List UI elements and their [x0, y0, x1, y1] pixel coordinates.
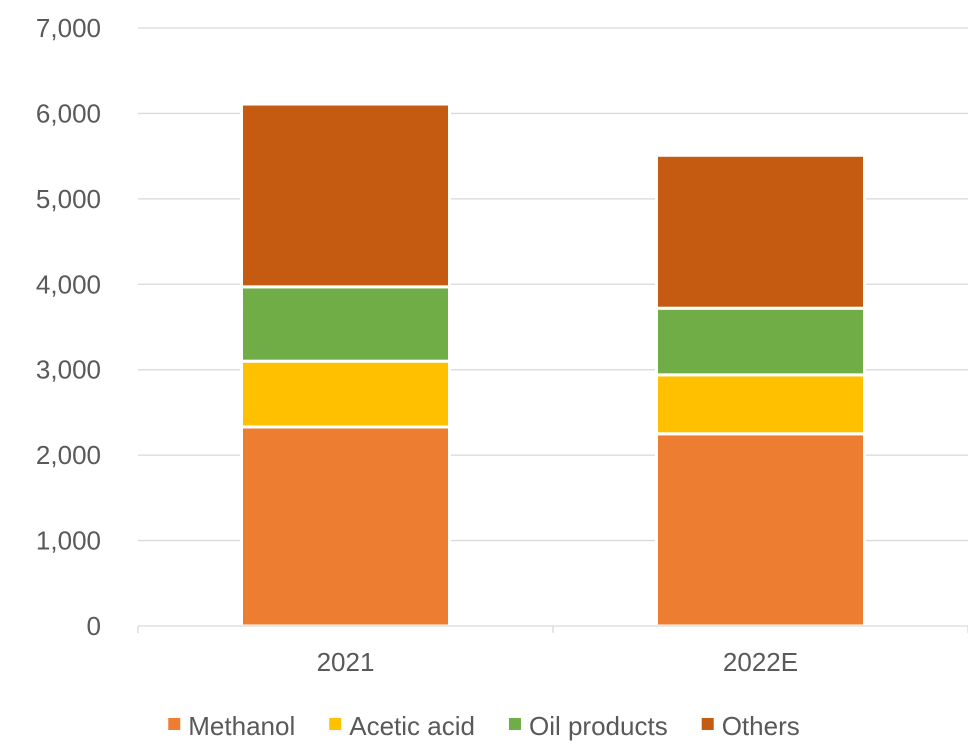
legend-label-acetic-acid: Acetic acid [349, 711, 475, 741]
bars [240, 102, 866, 628]
y-tick-label: 0 [87, 611, 101, 641]
bar-segment-others [655, 153, 866, 310]
y-tick-label: 6,000 [36, 98, 101, 128]
y-tick-label: 2,000 [36, 440, 101, 470]
y-axis: 0 1,000 2,000 3,000 4,000 5,000 6,000 7,000 [36, 13, 101, 641]
bar-segment-oil-products [240, 285, 451, 363]
legend-marker-others [701, 718, 714, 730]
legend-label-others: Others [722, 711, 800, 741]
x-tick-label: 2022E [723, 647, 798, 677]
bar-segment-methanol [655, 432, 866, 628]
y-tick-label: 3,000 [36, 355, 101, 385]
y-tick-label: 4,000 [36, 269, 101, 299]
y-tick-label: 5,000 [36, 184, 101, 214]
x-axis: 2021 2022E [137, 625, 968, 677]
legend-marker-acetic-acid [329, 718, 342, 730]
bar-segment-methanol [240, 425, 451, 628]
bar-segment-acetic-acid [655, 373, 866, 436]
bar-segment-acetic-acid [240, 359, 451, 429]
bar-segment-others [240, 102, 451, 289]
legend-marker-methanol [168, 718, 181, 730]
legend-label-methanol: Methanol [188, 711, 295, 741]
legend-marker-oil-products [508, 718, 521, 730]
y-tick-label: 7,000 [36, 13, 101, 43]
legend: Methanol Acetic acid Oil products Others [168, 711, 800, 741]
y-tick-label: 1,000 [36, 526, 101, 556]
x-tick-label: 2021 [317, 647, 375, 677]
legend-label-oil-products: Oil products [529, 711, 668, 741]
bar-segment-oil-products [655, 306, 866, 377]
